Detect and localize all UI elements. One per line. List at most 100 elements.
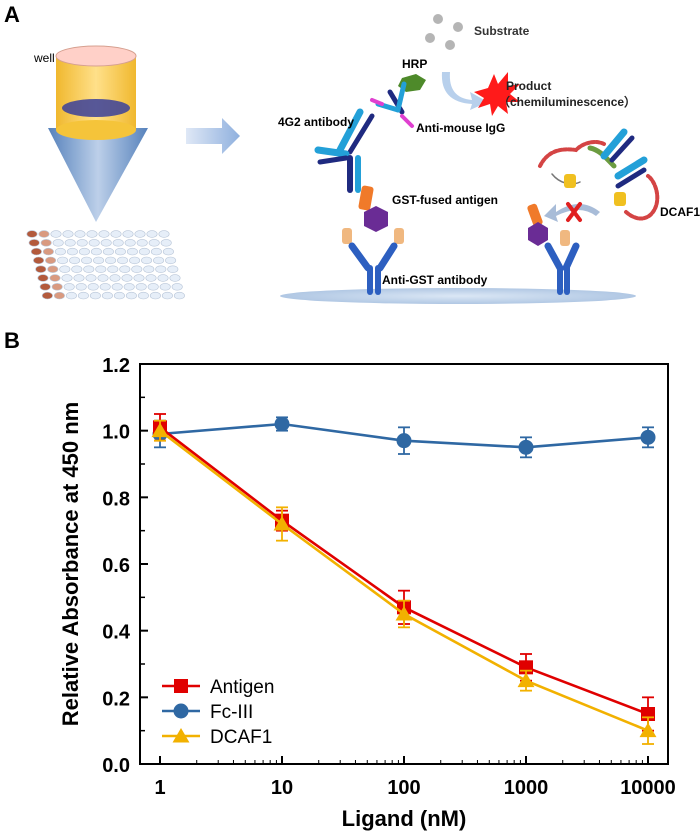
well-top — [55, 45, 137, 67]
competing-antibody-icon — [527, 203, 580, 295]
plate-well — [125, 291, 137, 300]
y-tick-label: 1.0 — [102, 422, 130, 444]
legend-marker-fc-iii — [173, 703, 189, 719]
point-dcaf1 — [639, 722, 657, 738]
chart: 0.0 0.2 0.4 0.6 0.8 1.0 1.2 1 10 100 1000 10000 Re… — [58, 355, 676, 831]
plate-well — [113, 291, 125, 300]
plate-well — [59, 265, 71, 273]
substrate-label: Substrate — [474, 24, 530, 38]
plate-well — [62, 230, 74, 238]
product-label: Product — [506, 79, 551, 93]
zoom-cone — [48, 128, 148, 222]
plate-well — [76, 239, 88, 247]
plate-well — [42, 247, 54, 256]
y-axis: 0.0 0.2 0.4 0.6 0.8 1.0 1.2 — [102, 355, 148, 777]
plate-well — [93, 256, 105, 265]
plate-well — [88, 239, 100, 247]
plate-well — [69, 256, 81, 265]
plate-well — [30, 247, 42, 256]
plate-well — [28, 239, 40, 247]
plate-well — [105, 256, 117, 265]
plate-well — [35, 265, 47, 273]
plate-well — [133, 274, 145, 282]
legend-label-antigen: Antigen — [210, 677, 274, 698]
plate-well — [161, 291, 173, 300]
plate-well — [134, 230, 146, 238]
plate-well — [63, 283, 75, 291]
plate-well — [73, 274, 85, 282]
plate-well — [167, 265, 179, 273]
plate-well — [47, 265, 59, 273]
dcaf1-label: DCAF1 — [660, 205, 700, 219]
anti-gst-label: Anti-GST antibody — [382, 273, 488, 287]
gst-hexagon-icon — [364, 206, 388, 232]
x-tick-label: 10000 — [620, 777, 676, 799]
plate-well — [97, 274, 109, 282]
legend: Antigen Fc-III DCAF1 — [162, 677, 274, 748]
anti-mouse-igg-icon — [370, 81, 414, 128]
plate-well — [86, 230, 98, 238]
antibody-4g2-label: 4G2 antibody — [278, 115, 354, 129]
plate-well — [54, 247, 66, 256]
product-note: （chemiluminescence） — [498, 94, 636, 109]
point-fc-iii — [518, 439, 534, 455]
anti-gst-antibody-icon — [342, 228, 404, 295]
plate-well — [40, 239, 52, 247]
plate-well — [75, 283, 87, 291]
x-axis: 1 10 100 1000 10000 — [154, 756, 676, 799]
plate-well — [138, 247, 150, 256]
plate-well — [158, 230, 170, 238]
plate-well — [122, 230, 134, 238]
x-tick-label: 1000 — [504, 777, 549, 799]
series-line-antigen — [159, 426, 649, 716]
plate-well — [99, 283, 111, 291]
plate-well — [126, 247, 138, 256]
plate-well — [41, 291, 53, 300]
product-star-icon — [474, 72, 520, 116]
surface-plate — [280, 288, 636, 304]
plate-well — [51, 283, 63, 291]
plate-well — [171, 283, 183, 291]
y-tick-label: 0.6 — [102, 555, 130, 577]
point-fc-iii — [274, 416, 290, 432]
bound-proteins — [62, 99, 130, 117]
antigen-icon — [358, 185, 374, 211]
plate-well — [89, 291, 101, 300]
point-dcaf1 — [517, 672, 535, 688]
series-dcaf1 — [151, 419, 657, 745]
plate-well — [109, 274, 121, 282]
plate-well — [71, 265, 83, 273]
well-bottom — [56, 120, 136, 140]
plate-well — [39, 283, 51, 291]
well-label: well — [33, 51, 55, 65]
y-axis-title: Relative Absorbance at 450 nm — [58, 402, 83, 726]
y-tick-label: 0.2 — [102, 688, 130, 710]
plate-well — [38, 230, 50, 238]
flow-arrow-icon — [186, 118, 240, 154]
plate-well — [90, 247, 102, 256]
point-fc-iii — [396, 433, 412, 449]
plate-well — [83, 265, 95, 273]
plate-well — [114, 247, 126, 256]
plate-well — [78, 247, 90, 256]
plate-well — [123, 283, 135, 291]
plate-well — [160, 239, 172, 247]
y-tick-label: 0.4 — [102, 622, 131, 644]
well-illustration — [48, 45, 148, 222]
plate-well — [49, 274, 61, 282]
legend-label-fc-iii: Fc-III — [210, 702, 253, 723]
plate-well — [110, 230, 122, 238]
plate-well — [129, 256, 141, 265]
plate-well — [157, 274, 169, 282]
plate-well — [149, 291, 161, 300]
plate-well — [87, 283, 99, 291]
plate-well — [81, 256, 93, 265]
plate-well — [173, 291, 185, 300]
plate-well — [111, 283, 123, 291]
plate-well — [169, 274, 181, 282]
plate-well — [57, 256, 69, 265]
plate-well — [100, 239, 112, 247]
point-dcaf1 — [395, 605, 413, 621]
plate-well — [153, 256, 165, 265]
